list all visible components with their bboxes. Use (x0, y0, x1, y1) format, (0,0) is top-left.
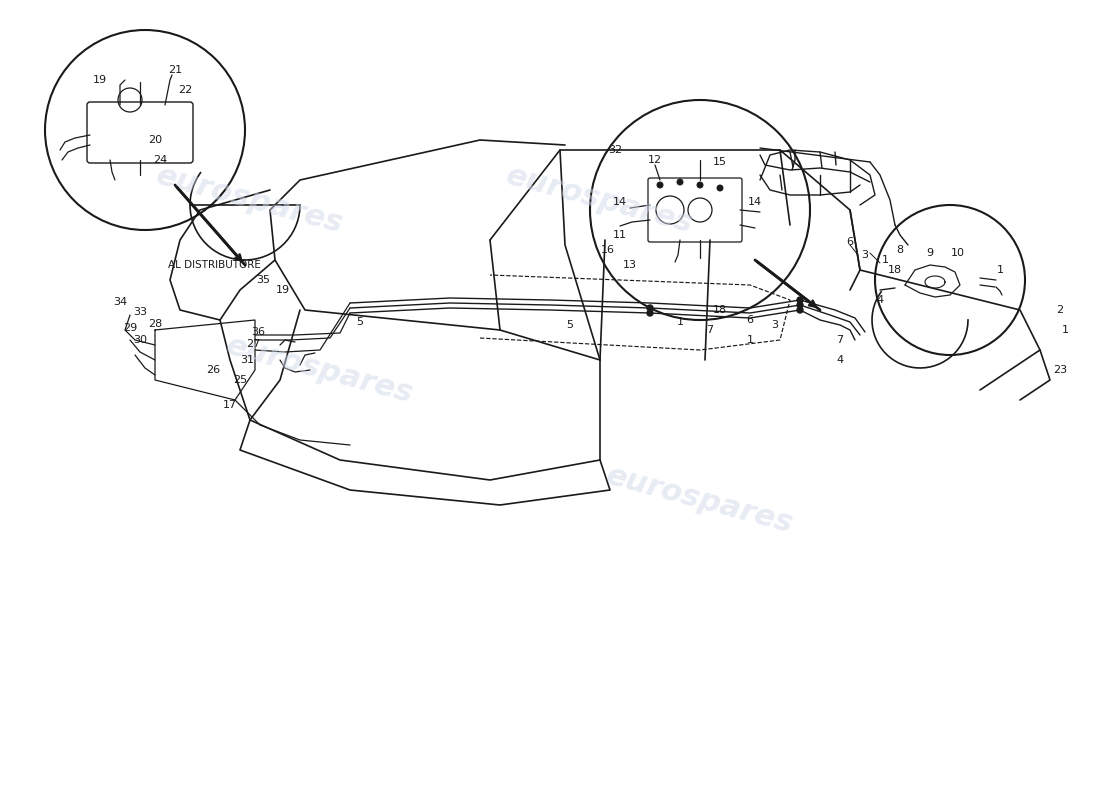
Text: 14: 14 (748, 197, 762, 207)
Text: 35: 35 (256, 275, 270, 285)
Text: 1: 1 (747, 335, 754, 345)
Text: 1: 1 (881, 255, 889, 265)
Text: 32: 32 (608, 145, 623, 155)
Text: 33: 33 (133, 307, 147, 317)
Text: 23: 23 (1053, 365, 1067, 375)
Text: 18: 18 (888, 265, 902, 275)
Text: 27: 27 (246, 339, 260, 349)
Text: 21: 21 (168, 65, 183, 75)
Text: 1: 1 (676, 317, 683, 327)
Text: 30: 30 (133, 335, 147, 345)
Text: 7: 7 (706, 325, 714, 335)
Circle shape (697, 182, 703, 188)
Text: 31: 31 (240, 355, 254, 365)
Text: 16: 16 (601, 245, 615, 255)
Text: 10: 10 (952, 248, 965, 258)
Text: 36: 36 (251, 327, 265, 337)
Text: 19: 19 (276, 285, 290, 295)
Text: 5: 5 (566, 320, 573, 330)
Text: 19: 19 (92, 75, 107, 85)
Text: 5: 5 (356, 317, 363, 327)
Circle shape (647, 310, 653, 316)
Text: 18: 18 (713, 305, 727, 315)
Text: eurospares: eurospares (223, 331, 417, 409)
Text: 15: 15 (713, 157, 727, 167)
Text: 2: 2 (1056, 305, 1064, 315)
Text: 11: 11 (613, 230, 627, 240)
Circle shape (647, 305, 653, 311)
Text: 6: 6 (747, 315, 754, 325)
Text: 29: 29 (123, 323, 138, 333)
Text: 25: 25 (233, 375, 248, 385)
Text: 13: 13 (623, 260, 637, 270)
Text: 1: 1 (997, 265, 1003, 275)
Circle shape (798, 297, 803, 303)
Text: 28: 28 (147, 319, 162, 329)
Text: 7: 7 (836, 335, 844, 345)
Text: eurospares: eurospares (153, 161, 346, 239)
Text: eurospares: eurospares (603, 461, 796, 539)
Circle shape (717, 185, 723, 191)
Text: 34: 34 (113, 297, 128, 307)
Text: 3: 3 (861, 250, 869, 260)
Text: 4: 4 (836, 355, 844, 365)
Text: eurospares: eurospares (503, 161, 696, 239)
Text: 12: 12 (648, 155, 662, 165)
Text: 14: 14 (613, 197, 627, 207)
Text: AL DISTRIBUTORE: AL DISTRIBUTORE (168, 260, 261, 270)
Text: 24: 24 (153, 155, 167, 165)
Text: 6: 6 (847, 237, 854, 247)
Circle shape (798, 307, 803, 313)
Text: 20: 20 (147, 135, 162, 145)
Circle shape (798, 302, 803, 308)
Circle shape (676, 179, 683, 185)
Text: 1: 1 (1062, 325, 1068, 335)
Text: 9: 9 (926, 248, 934, 258)
Text: 22: 22 (178, 85, 192, 95)
Text: 26: 26 (206, 365, 220, 375)
Text: 4: 4 (877, 295, 883, 305)
Text: 17: 17 (223, 400, 238, 410)
Text: 8: 8 (896, 245, 903, 255)
Text: 3: 3 (771, 320, 779, 330)
Circle shape (657, 182, 663, 188)
